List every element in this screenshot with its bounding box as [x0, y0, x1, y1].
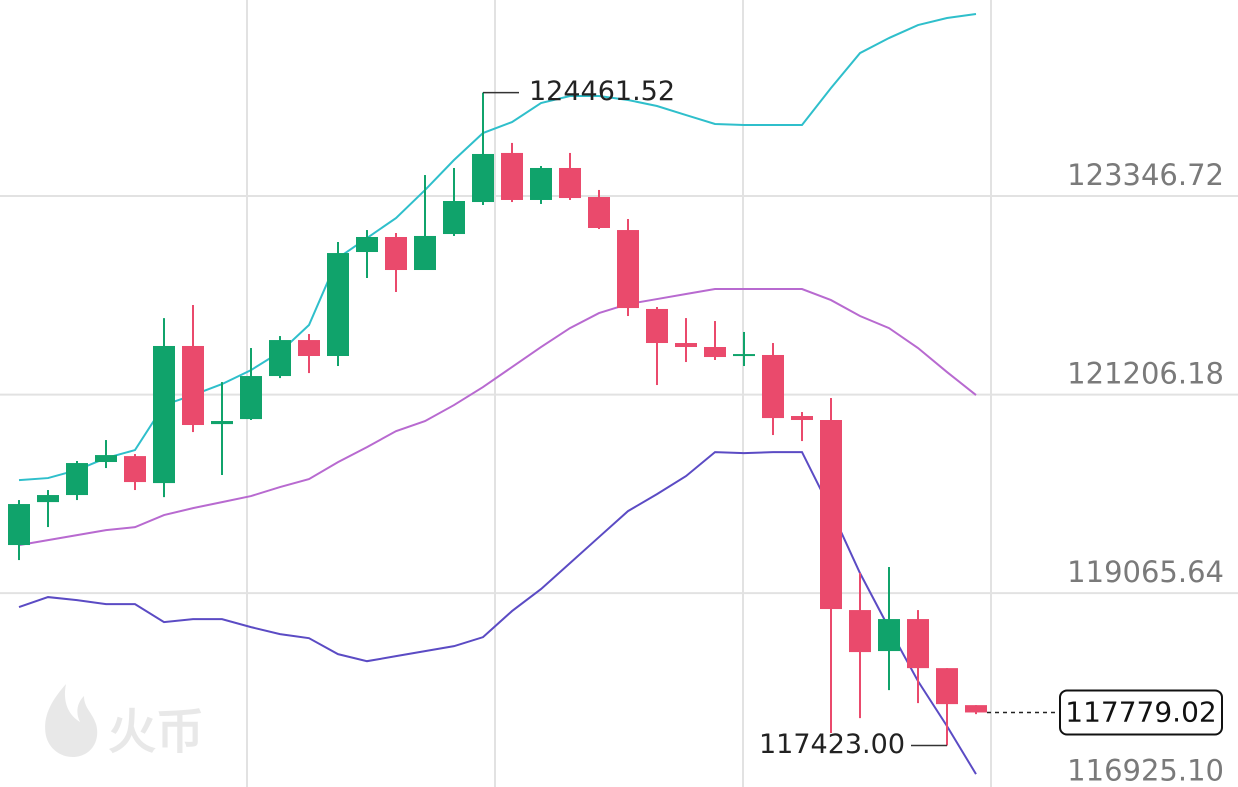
band-line	[18, 13, 977, 482]
candle-body	[501, 152, 523, 200]
candle-body	[965, 705, 987, 713]
candle-body	[530, 167, 552, 200]
grid	[0, 195, 1238, 595]
candle-body	[704, 347, 726, 358]
candle-body	[269, 340, 291, 377]
candle-body	[588, 197, 610, 228]
band-line	[18, 288, 977, 547]
watermark-icon	[45, 684, 98, 758]
labels: 123346.72 121206.18 119065.64 116925.10 1244…	[483, 76, 1224, 787]
candle-body	[356, 236, 378, 253]
candle-body	[95, 455, 117, 463]
candle-body	[820, 420, 842, 610]
candle-body	[733, 354, 755, 357]
candle-body	[907, 619, 929, 669]
watermark: 火币	[45, 684, 204, 760]
band-line	[18, 451, 977, 775]
watermark-text: 火币	[108, 704, 204, 760]
y-tick-label: 119065.64	[1067, 555, 1224, 589]
band-lines	[18, 13, 977, 775]
candle-body	[240, 376, 262, 420]
candle-body	[298, 340, 320, 357]
last-price-box	[1059, 689, 1223, 736]
candles	[8, 92, 987, 746]
candle-body	[66, 463, 88, 496]
candle-body	[153, 345, 175, 484]
candle-body	[762, 354, 784, 419]
candle-body	[8, 504, 30, 546]
candle-body	[124, 456, 146, 483]
candle-body	[37, 495, 59, 503]
min-label: 117423.00	[759, 729, 905, 760]
candle-body	[559, 167, 581, 199]
candle-body	[327, 253, 349, 357]
candle-body	[849, 610, 871, 653]
candle-body	[936, 668, 958, 705]
candle-body	[878, 619, 900, 652]
vertical-grid	[246, 0, 992, 787]
last-price-label: 117779.02	[1065, 695, 1216, 728]
candle-body	[443, 201, 465, 235]
candle-body	[646, 308, 668, 344]
candle-body	[414, 235, 436, 271]
candle-body	[791, 416, 813, 421]
max-label: 124461.52	[529, 76, 675, 107]
candle-body	[211, 421, 233, 425]
candle-body	[182, 345, 204, 426]
y-tick-label: 121206.18	[1067, 357, 1224, 391]
candle-body	[617, 230, 639, 309]
y-tick-label: 123346.72	[1067, 158, 1224, 192]
y-tick-label: 116925.10	[1067, 754, 1224, 787]
candle-body	[675, 343, 697, 348]
candle-body	[472, 153, 494, 203]
candle-body	[385, 236, 407, 271]
